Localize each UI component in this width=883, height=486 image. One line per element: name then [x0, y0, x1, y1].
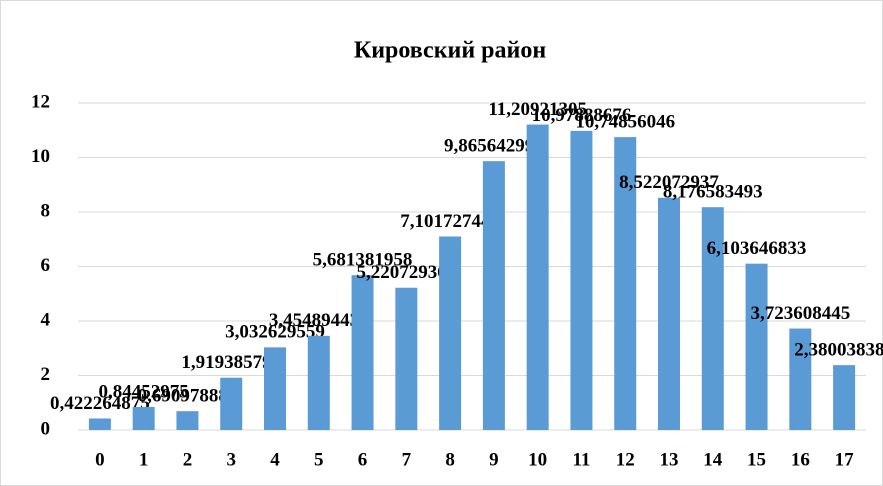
- x-tick-label: 13: [660, 449, 679, 470]
- y-tick-label: 6: [41, 255, 51, 276]
- data-label: 1,919385797: [181, 352, 281, 373]
- chart-title: Кировский район: [354, 38, 547, 64]
- bar: [88, 418, 111, 430]
- x-tick-label: 2: [183, 449, 193, 470]
- x-tick-label: 7: [402, 449, 412, 470]
- data-label: 6,103646833: [707, 238, 807, 259]
- x-tick-label: 3: [226, 449, 236, 470]
- x-tick-label: 14: [703, 449, 723, 470]
- bar: [482, 161, 505, 430]
- bar: [220, 377, 243, 430]
- y-tick-label: 4: [41, 309, 51, 330]
- x-tick-label: 4: [270, 449, 280, 470]
- data-label: 8,522072937: [619, 172, 719, 193]
- x-tick-label: 15: [747, 449, 766, 470]
- x-tick-label: 12: [616, 449, 635, 470]
- x-tick-label: 1: [139, 449, 149, 470]
- data-label: 10,97888676: [532, 105, 632, 126]
- bar: [701, 207, 724, 430]
- x-tick-label: 8: [445, 449, 455, 470]
- y-tick-label: 8: [41, 200, 51, 221]
- bar: [570, 130, 593, 431]
- data-label: 0,84452975: [99, 381, 189, 402]
- data-label: 8,176583493: [663, 182, 763, 203]
- bar: [614, 137, 637, 430]
- y-tick-label: 0: [41, 418, 51, 439]
- data-label: 3,723608445: [750, 303, 850, 324]
- bar: [307, 335, 330, 430]
- data-label: 5,220729367: [356, 262, 456, 283]
- x-tick-label: 10: [528, 449, 547, 470]
- data-label: 5,681381958: [313, 250, 413, 271]
- data-label: 10,74856046: [575, 111, 675, 132]
- bar: [264, 347, 286, 430]
- bar: [526, 124, 549, 430]
- x-tick-label: 16: [791, 449, 810, 470]
- bar: [789, 328, 812, 430]
- x-tick-label: 5: [314, 449, 324, 470]
- data-label: 0,690978887: [138, 386, 238, 407]
- bar: [395, 287, 418, 430]
- bar: [658, 197, 680, 430]
- data-label: 7,101727447: [400, 211, 500, 232]
- data-label: 3,032629559: [225, 322, 325, 343]
- x-tick-label: 11: [572, 449, 590, 470]
- y-tick-label: 2: [41, 364, 51, 385]
- bar: [439, 236, 462, 430]
- y-tick-label: 12: [31, 91, 50, 112]
- data-label: 11,20921305: [488, 99, 587, 120]
- bar: [745, 263, 768, 430]
- data-label: 3,454894434: [269, 310, 369, 331]
- x-tick-label: 0: [95, 449, 105, 470]
- data-label: 2,380038388: [794, 340, 883, 361]
- x-tick-label: 6: [358, 449, 368, 470]
- x-tick-label: 9: [489, 449, 499, 470]
- bar: [351, 275, 374, 430]
- data-label: 9,865642994: [444, 136, 544, 157]
- x-tick-label: 17: [835, 449, 855, 470]
- bar: [132, 406, 155, 430]
- bar: [833, 365, 856, 430]
- y-tick-label: 10: [31, 146, 50, 167]
- bar: [176, 411, 199, 430]
- data-label: 0,422264875: [50, 393, 150, 414]
